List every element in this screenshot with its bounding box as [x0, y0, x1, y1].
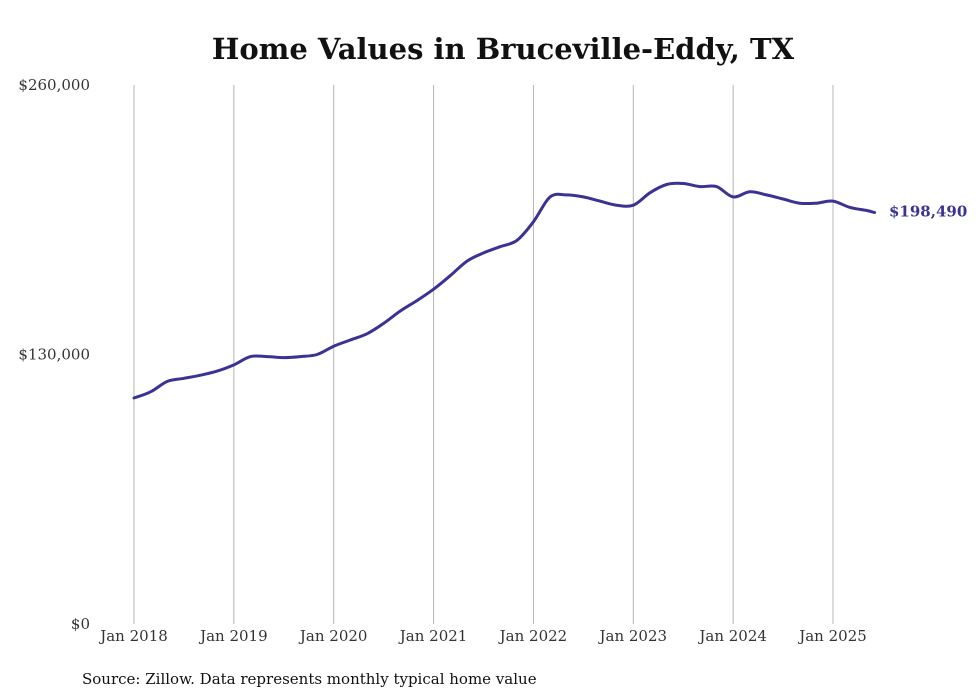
y-axis-ticks: $0 $130,000 $260,000: [18, 76, 90, 633]
x-tick-label: Jan 2020: [298, 627, 368, 645]
gridlines: [133, 85, 834, 624]
x-tick-label: Jan 2019: [198, 627, 268, 645]
source-note: Source: Zillow. Data represents monthly …: [82, 670, 537, 688]
x-tick-label: Jan 2023: [598, 627, 668, 645]
y-tick-label: $0: [71, 615, 90, 633]
x-tick-label: Jan 2022: [498, 627, 568, 645]
y-tick-label: $130,000: [18, 346, 90, 364]
x-axis-ticks: Jan 2018 Jan 2019 Jan 2020 Jan 2021 Jan 2022…: [98, 627, 867, 645]
x-tick-label: Jan 2018: [98, 627, 168, 645]
x-tick-label: Jan 2021: [398, 627, 468, 645]
x-tick-label: Jan 2024: [697, 627, 767, 645]
y-tick-label: $260,000: [18, 76, 90, 94]
chart-title: Home Values in Bruceville-Eddy, TX: [212, 32, 795, 66]
x-tick-label: Jan 2025: [797, 627, 867, 645]
home-value-line: [132, 181, 877, 400]
latest-value-label: $198,490: [889, 203, 967, 221]
